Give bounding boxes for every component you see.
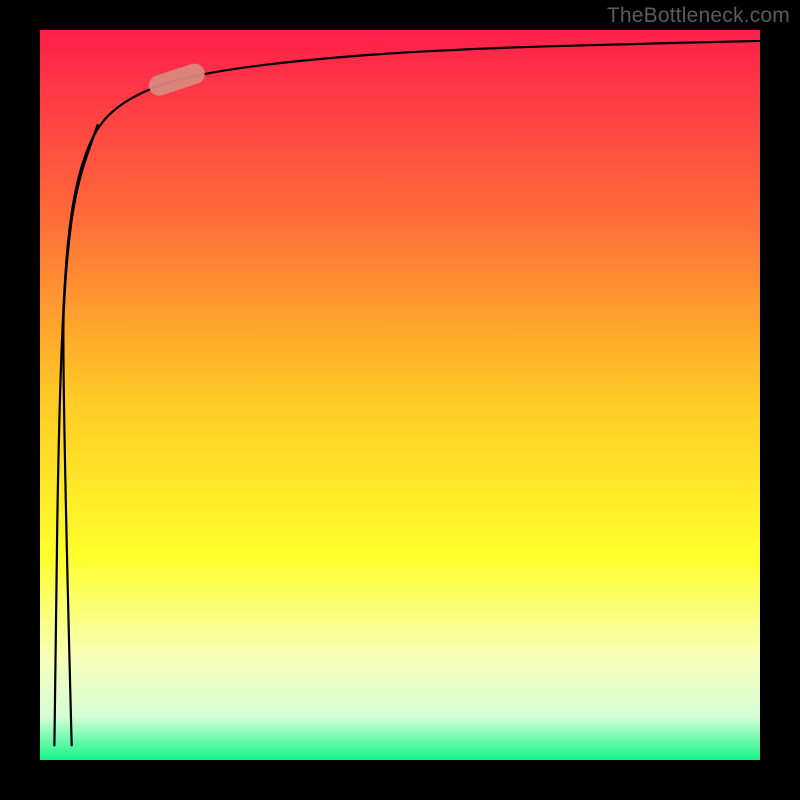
plot-area <box>40 30 760 760</box>
gradient-background <box>40 30 760 760</box>
source-attribution: TheBottleneck.com <box>607 4 790 28</box>
chart-frame: TheBottleneck.com <box>0 0 800 800</box>
chart-svg <box>40 30 760 760</box>
